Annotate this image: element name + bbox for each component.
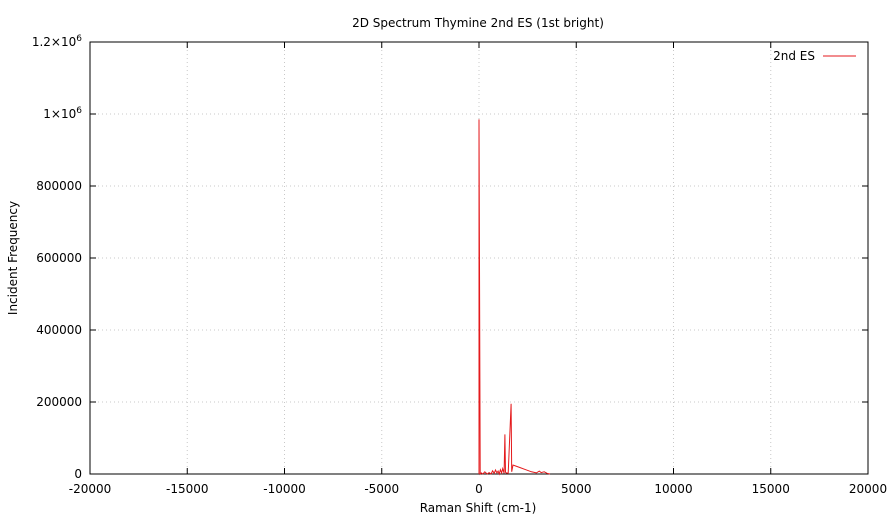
y-tick-label: 800000 xyxy=(36,179,82,193)
y-axis-label: Incident Frequency xyxy=(6,201,20,315)
x-tick-label: -5000 xyxy=(364,482,399,496)
y-tick-label: 0 xyxy=(74,467,82,481)
x-tick-label: 0 xyxy=(475,482,483,496)
y-tick-label: 1.2×106 xyxy=(32,34,82,49)
x-tick-label: 15000 xyxy=(752,482,790,496)
legend: 2nd ES xyxy=(773,49,856,63)
legend-label: 2nd ES xyxy=(773,49,815,63)
chart-title: 2D Spectrum Thymine 2nd ES (1st bright) xyxy=(352,16,604,30)
x-tick-label: -15000 xyxy=(166,482,209,496)
y-tick-exponent: 6 xyxy=(76,106,82,116)
x-tick-label: -10000 xyxy=(263,482,306,496)
x-axis: -20000 -15000 -10000 -5000 0 5000 10000 15000 20… xyxy=(69,42,887,496)
x-axis-label: Raman Shift (cm-1) xyxy=(420,501,537,515)
y-tick-label: 200000 xyxy=(36,395,82,409)
y-axis: 0 200000 400000 600000 800000 1×106 1.2×106 xyxy=(32,34,868,481)
series-layer xyxy=(478,119,551,476)
y-tick-label: 400000 xyxy=(36,323,82,337)
x-tick-label: 10000 xyxy=(654,482,692,496)
series-line-0 xyxy=(478,119,551,476)
y-tick-exponent: 6 xyxy=(76,34,82,44)
y-tick-label: 1×106 xyxy=(43,106,82,121)
y-tick-label: 600000 xyxy=(36,251,82,265)
x-tick-label: -20000 xyxy=(69,482,112,496)
x-tick-label: 20000 xyxy=(849,482,887,496)
x-tick-label: 5000 xyxy=(561,482,592,496)
